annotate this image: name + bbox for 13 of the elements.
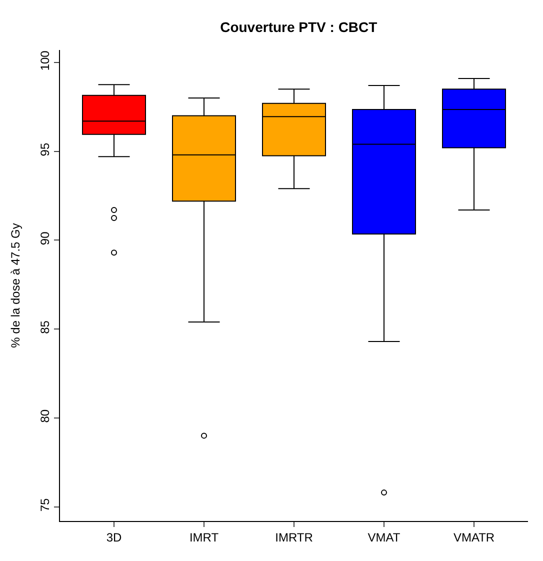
- y-tick-label: 75: [38, 498, 52, 512]
- y-tick-label: 80: [38, 409, 52, 423]
- x-tick-label: IMRTR: [275, 530, 314, 544]
- y-tick-label: 95: [38, 142, 52, 156]
- x-tick-label: VMATR: [453, 530, 495, 544]
- y-tick-label: 90: [38, 231, 52, 246]
- x-tick-label: 3D: [106, 530, 122, 544]
- chart-title: Couverture PTV : CBCT: [220, 19, 378, 36]
- y-tick-label: 85: [38, 320, 52, 334]
- x-tick-label: IMRT: [189, 530, 220, 544]
- y-tick-label: 100: [38, 50, 52, 71]
- x-tick-label: VMAT: [368, 530, 401, 544]
- y-axis-title: % de la dose à 47.5 Gy: [8, 223, 22, 348]
